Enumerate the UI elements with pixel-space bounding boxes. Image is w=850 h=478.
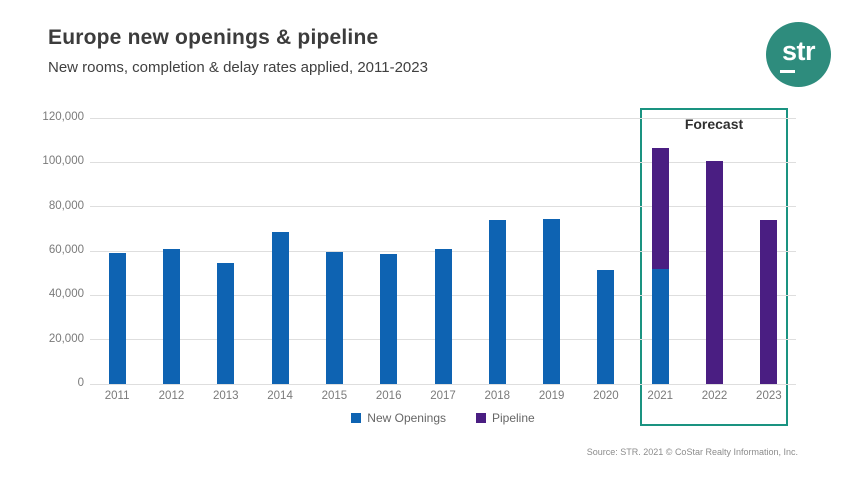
xtick-label-2020: 2020 [593, 390, 619, 402]
forecast-box: Forecast [640, 108, 788, 426]
xtick-label-2012: 2012 [158, 390, 185, 402]
bar-segment-2014-new-openings [271, 232, 289, 384]
bar-segment-2021-pipeline [651, 147, 669, 269]
bar-2018 [488, 118, 506, 384]
legend-label: New Openings [367, 411, 446, 425]
xtick-label-2018: 2018 [484, 390, 511, 402]
bar-2012 [162, 118, 180, 384]
bar-segment-2020-new-openings [597, 269, 615, 384]
ytick-label-40000: 40,000 [48, 288, 84, 301]
bar-2017 [434, 118, 452, 384]
bar-2023 [760, 118, 778, 384]
bar-segment-2016-new-openings [380, 254, 398, 384]
xtick-label-2021: 2021 [647, 390, 674, 402]
bar-segment-2018-new-openings [488, 219, 506, 384]
bar-segment-2015-new-openings [325, 252, 343, 384]
bar-2022 [706, 118, 724, 384]
xtick-label-2023: 2023 [756, 390, 782, 402]
xtick-label-2022: 2022 [701, 390, 728, 402]
bar-2015 [325, 118, 343, 384]
source-attribution: Source: STR. 2021 © CoStar Realty Inform… [586, 447, 798, 457]
page-title: Europe new openings & pipeline [48, 26, 379, 49]
bar-segment-2011-new-openings [108, 253, 126, 384]
gridline-0 [90, 383, 796, 385]
bar-segment-2022-pipeline [706, 161, 724, 384]
xtick-label-2017: 2017 [430, 390, 456, 402]
bar-2020 [597, 118, 615, 384]
str-logo: str [766, 22, 831, 87]
bar-chart-plot-area [90, 117, 796, 385]
str-logo-underline [780, 70, 795, 73]
bar-2016 [380, 118, 398, 384]
bar-2013 [217, 118, 235, 384]
ytick-label-100000: 100,000 [42, 155, 84, 168]
str-logo-text: str [781, 36, 816, 66]
legend-swatch-icon [476, 413, 486, 423]
bar-segment-2012-new-openings [162, 248, 180, 384]
ytick-label-0: 0 [77, 377, 84, 389]
xtick-label-2019: 2019 [538, 390, 565, 402]
gridline-120000 [90, 117, 796, 119]
bar-segment-2017-new-openings [434, 248, 452, 384]
xtick-label-2016: 2016 [375, 390, 402, 402]
bar-segment-2023-pipeline [760, 219, 778, 384]
legend-item-new-openings: New Openings [351, 411, 446, 425]
bar-segment-2013-new-openings [217, 263, 235, 384]
page-subtitle: New rooms, completion & delay rates appl… [48, 59, 428, 76]
gridline-80000 [90, 206, 796, 208]
ytick-label-20000: 20,000 [48, 332, 84, 345]
bar-2011 [108, 118, 126, 384]
ytick-label-60000: 60,000 [48, 244, 84, 256]
legend-swatch-icon [351, 413, 362, 423]
bar-2019 [543, 118, 561, 384]
xtick-label-2011: 2011 [104, 390, 130, 402]
bar-segment-2019-new-openings [543, 218, 561, 384]
legend-label: Pipeline [492, 411, 535, 425]
chart-legend: New Openings Pipeline [90, 411, 796, 425]
xtick-label-2014: 2014 [267, 390, 293, 402]
legend-item-pipeline: Pipeline [476, 411, 535, 425]
ytick-label-80000: 80,000 [48, 199, 84, 212]
bar-segment-2021-new-openings [651, 268, 669, 384]
xtick-label-2013: 2013 [212, 390, 239, 402]
forecast-label: Forecast [684, 116, 744, 132]
ytick-label-120000: 120,000 [42, 111, 84, 123]
bar-2021 [651, 118, 669, 384]
xtick-label-2015: 2015 [321, 390, 348, 402]
bar-2014 [271, 118, 289, 384]
gridline-100000 [90, 161, 796, 163]
